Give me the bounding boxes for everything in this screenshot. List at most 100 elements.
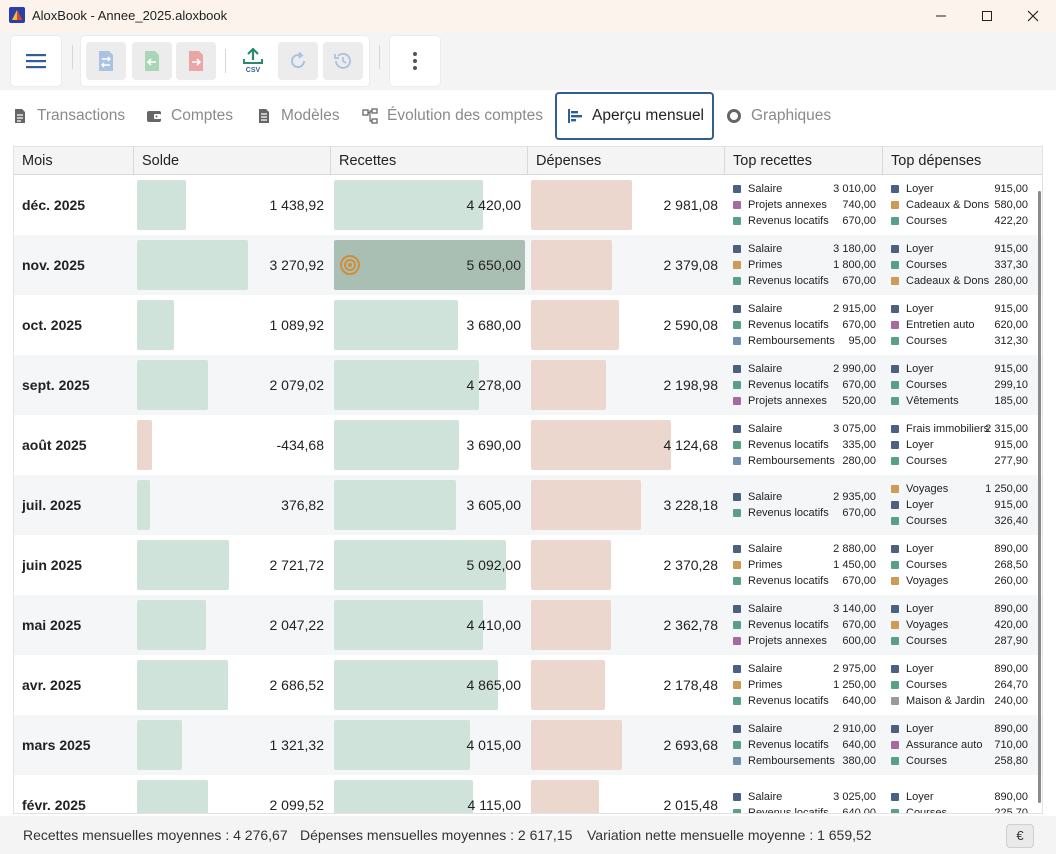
menu-button[interactable]	[16, 42, 56, 80]
category-amount: 890,00	[994, 543, 1028, 555]
category-name: Projets annexes	[748, 635, 827, 647]
column-header-solde[interactable]: Solde	[134, 147, 331, 175]
month-cell: déc. 2025	[22, 197, 86, 213]
average-income: Recettes mensuelles moyennes : 4 276,67	[23, 827, 288, 843]
column-header-top-depenses[interactable]: Top dépenses	[891, 153, 982, 169]
recettes-bar	[334, 180, 483, 230]
category-swatch	[891, 517, 899, 525]
top-item: Revenus locatifs 640,00	[733, 694, 876, 710]
solde-value: -434,68	[276, 437, 324, 453]
category-name: Revenus locatifs	[748, 379, 829, 391]
solde-bar	[137, 720, 182, 770]
category-name: Salaire	[748, 491, 783, 503]
import-doc-icon	[145, 51, 159, 71]
table-row[interactable]: nov. 2025 3 270,92 5 650,00 2 379,08 Salaire…	[14, 235, 1042, 295]
tab-graphiques[interactable]: Graphiques	[726, 92, 831, 140]
category-amount: 2 915,00	[833, 303, 876, 315]
import-button[interactable]	[132, 42, 172, 80]
table-row[interactable]: avr. 2025 2 686,52 4 865,00 2 178,48 Salaire…	[14, 655, 1042, 715]
maximize-button[interactable]	[964, 0, 1010, 32]
table-row[interactable]: mars 2025 1 321,32 4 015,00 2 693,68 Salaire…	[14, 715, 1042, 775]
column-header-recettes[interactable]: Recettes	[331, 147, 528, 175]
table-row[interactable]: sept. 2025 2 079,02 4 278,00 2 198,98 Salair…	[14, 355, 1042, 415]
solde-value: 3 270,92	[269, 257, 325, 273]
category-name: Remboursements	[748, 455, 835, 467]
category-name: Voyages	[906, 575, 949, 587]
category-swatch	[891, 561, 899, 569]
category-swatch	[891, 605, 899, 613]
category-swatch	[891, 457, 899, 465]
depenses-value: 2 379,08	[663, 257, 719, 273]
top-item: Voyages 420,00	[891, 618, 1028, 634]
recettes-bar	[334, 240, 525, 290]
category-swatch	[891, 725, 899, 733]
top-item: Revenus locatifs 640,00	[733, 738, 876, 754]
table-row[interactable]: mai 2025 2 047,22 4 410,00 2 362,78 Salaire 3…	[14, 595, 1042, 655]
top-item: Loyer 915,00	[891, 242, 1028, 258]
column-header-mois[interactable]: Mois	[14, 147, 134, 175]
category-swatch	[891, 809, 899, 813]
category-amount: 670,00	[842, 507, 876, 519]
top-item: Courses 268,50	[891, 558, 1028, 574]
solde-bar	[137, 480, 150, 530]
average-net-change: Variation nette mensuelle moyenne : 1 65…	[587, 827, 872, 843]
category-amount: 640,00	[842, 807, 876, 814]
table-row[interactable]: août 2025 -434,68 3 690,00 4 124,68 Salaire 3…	[14, 415, 1042, 475]
vertical-scrollbar[interactable]	[1038, 191, 1041, 803]
top-item: Revenus locatifs 670,00	[733, 574, 876, 590]
column-header-top-recettes[interactable]: Top recettes	[725, 147, 883, 175]
category-name: Cadeaux & Dons	[906, 275, 990, 287]
table-row[interactable]: déc. 2025 1 438,92 4 420,00 2 981,08 Salaire…	[14, 175, 1042, 235]
table-row[interactable]: oct. 2025 1 089,92 3 680,00 2 590,08 Salaire…	[14, 295, 1042, 355]
category-swatch	[733, 681, 741, 689]
category-swatch	[891, 365, 899, 373]
tab-modeles[interactable]: Modèles	[256, 92, 340, 140]
table-row[interactable]: juil. 2025 376,82 3 605,00 3 228,18 Salaire 2…	[14, 475, 1042, 535]
top-item: Loyer 890,00	[891, 790, 1028, 806]
refresh-button[interactable]	[278, 42, 318, 80]
tab-transactions[interactable]: Transactions	[12, 92, 125, 140]
top-item: Frais immobiliers 2 315,00	[891, 422, 1028, 438]
tab-label: Transactions	[37, 107, 126, 124]
category-amount: 1 800,00	[833, 259, 876, 271]
category-name: Revenus locatifs	[748, 275, 829, 287]
recettes-bar	[334, 540, 506, 590]
tab-evolution-comptes[interactable]: Évolution des comptes	[362, 92, 543, 140]
history-button[interactable]	[323, 42, 363, 80]
column-header-depenses[interactable]: Dépenses	[528, 147, 725, 175]
minimize-button[interactable]	[918, 0, 964, 32]
depenses-bar	[531, 300, 619, 350]
tab-label: Modèles	[281, 107, 340, 124]
solde-bar	[137, 540, 229, 590]
wallet-icon	[147, 111, 161, 122]
close-button[interactable]	[1010, 0, 1056, 32]
tab-label: Évolution des comptes	[387, 107, 543, 124]
top-item: Remboursements 95,00	[733, 334, 876, 350]
category-swatch	[891, 201, 899, 209]
depenses-value: 2 362,78	[663, 617, 719, 633]
csv-export-button[interactable]: CSV	[233, 42, 273, 80]
month-cell: févr. 2025	[22, 797, 86, 813]
category-swatch	[891, 397, 899, 405]
top-item: Projets annexes 520,00	[733, 394, 876, 410]
tab-apercu-mensuel[interactable]: Aperçu mensuel	[555, 92, 714, 140]
category-amount: 299,10	[994, 379, 1028, 391]
top-depenses-list: Loyer 890,00 Courses 268,50 Voyages 260,00	[891, 535, 1028, 595]
category-swatch	[891, 545, 899, 553]
category-name: Salaire	[748, 303, 783, 315]
category-amount: 287,90	[994, 635, 1028, 647]
month-cell: oct. 2025	[22, 317, 82, 333]
transfer-button[interactable]	[86, 42, 126, 80]
export-button[interactable]	[176, 42, 216, 80]
table-row[interactable]: juin 2025 2 721,72 5 092,00 2 370,28 Salaire…	[14, 535, 1042, 595]
top-item: Assurance auto 710,00	[891, 738, 1028, 754]
currency-button[interactable]: €	[1006, 824, 1034, 848]
category-amount: 915,00	[994, 439, 1028, 451]
category-swatch	[891, 261, 899, 269]
category-amount: 890,00	[994, 791, 1028, 803]
month-cell: août 2025	[22, 437, 87, 453]
table-row[interactable]: févr. 2025 2 099,52 4 115,00 2 015,48 Salair…	[14, 775, 1042, 814]
more-group	[390, 36, 440, 86]
more-options-button[interactable]	[395, 42, 435, 80]
tab-comptes[interactable]: Comptes	[146, 92, 233, 140]
